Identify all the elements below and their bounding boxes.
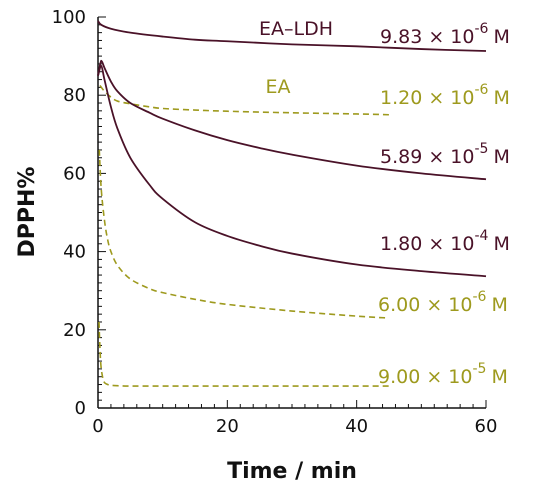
series-label-4: 1.80 × 10-4 M <box>380 228 510 255</box>
y-tick-label: 0 <box>75 398 86 419</box>
x-tick-label: 60 <box>475 416 498 437</box>
group-label: EA–LDH <box>259 18 333 40</box>
series-label-3: 5.89 × 10-5 M <box>380 141 510 168</box>
series-line-5 <box>98 149 390 319</box>
x-tick-label: 40 <box>345 416 368 437</box>
series-label-2: 1.20 × 10-6 M <box>380 82 510 109</box>
x-tick-label: 0 <box>92 416 103 437</box>
series-labels: EA–LDH EA 9.83 × 10-6 M 1.20 × 10-6 M 5.89 × 1… <box>259 18 510 388</box>
axes: 0 20 40 60 80 100 0 20 40 60 <box>52 7 498 437</box>
series-line-3 <box>97 59 487 181</box>
y-axis-title: DPPH% <box>15 167 40 258</box>
series-label-6: 9.00 × 10-5 M <box>378 361 508 388</box>
series-line-6 <box>98 321 389 387</box>
series-lines <box>97 20 487 387</box>
series-label-1: 9.83 × 10-6 M <box>380 21 510 48</box>
series-line-1 <box>97 20 487 52</box>
series-line-4 <box>97 64 487 278</box>
series-label-5: 6.00 × 10-6 M <box>378 289 508 316</box>
y-tick-label: 100 <box>52 7 86 28</box>
y-tick-label: 20 <box>63 320 86 341</box>
y-tick-label: 60 <box>63 163 86 184</box>
series-line-2 <box>99 84 390 116</box>
y-tick-label: 80 <box>63 85 86 106</box>
y-tick-label: 40 <box>63 242 86 263</box>
x-axis-title: Time / min <box>227 459 357 484</box>
x-tick-label: 20 <box>216 416 239 437</box>
group-label: EA <box>265 76 290 98</box>
